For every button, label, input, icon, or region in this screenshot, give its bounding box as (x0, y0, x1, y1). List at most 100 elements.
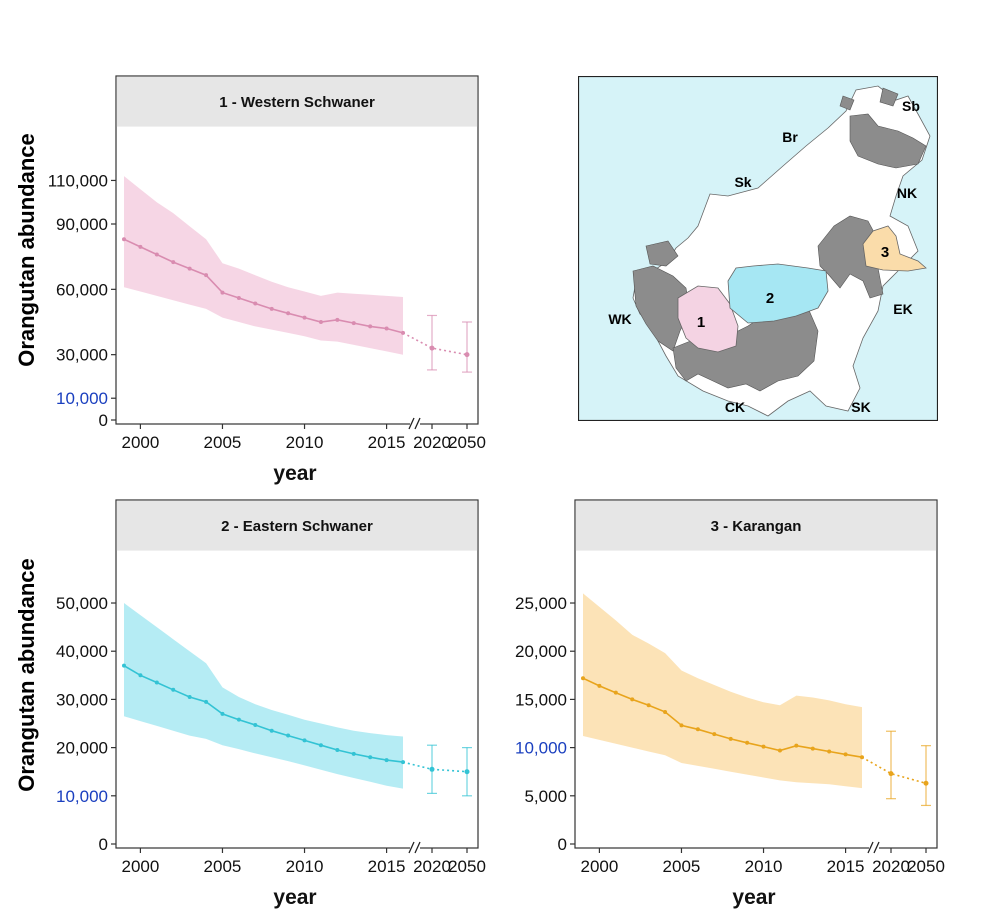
projection-point (923, 780, 929, 786)
data-point (335, 317, 340, 322)
x-tick-label: 2050 (448, 857, 486, 876)
area-label-ek: EK (893, 301, 912, 317)
area-label-wk: WK (608, 311, 631, 327)
y-tick-label: 0 (99, 835, 108, 854)
axis-break-slash (408, 417, 415, 430)
protected-area-small-2 (839, 95, 855, 111)
region-2-eastern-schwaner (727, 263, 829, 324)
x-axis-title: year (732, 886, 775, 909)
data-point (286, 311, 291, 316)
axis-break-slash (408, 841, 415, 854)
data-point (351, 321, 356, 326)
x-axis-title: year (273, 462, 316, 485)
x-tick-label: 2005 (204, 857, 242, 876)
y-tick-label: 0 (558, 835, 567, 854)
data-point (236, 296, 241, 301)
data-point (318, 320, 323, 324)
protected-area-north (849, 113, 927, 169)
y-tick-label: 40,000 (56, 642, 108, 661)
axis-break-marker (408, 841, 421, 854)
area-label-nk: NK (897, 185, 917, 201)
protected-area-central (672, 307, 819, 392)
area-label-sk-south: SK (851, 399, 870, 415)
data-point (302, 738, 307, 743)
data-point (204, 273, 209, 278)
data-point (581, 676, 585, 681)
data-point (253, 722, 258, 727)
data-point (810, 746, 815, 751)
data-point (335, 748, 340, 753)
region-3-karangan (862, 225, 927, 272)
panel-header (575, 500, 937, 551)
projection-point (464, 769, 470, 775)
data-point (351, 751, 356, 756)
x-tick-label: 2000 (121, 433, 159, 452)
panel-header (116, 76, 478, 127)
projection-line (861, 756, 927, 785)
panel-title: 3 - Karangan (711, 518, 802, 535)
confidence-band (583, 593, 862, 789)
area-label-sb: Sb (902, 98, 920, 114)
data-point (269, 306, 274, 311)
series-line (582, 677, 863, 758)
y-tick-label: 25,000 (515, 594, 567, 613)
axis-break-gap (869, 842, 879, 854)
data-point (220, 711, 225, 716)
data-point (384, 758, 389, 763)
y-tick-label: 5,000 (524, 787, 567, 806)
projection-error-bar (427, 314, 437, 371)
x-tick-label: 2005 (663, 857, 701, 876)
data-point (220, 290, 225, 295)
axis-break-slash (414, 417, 421, 430)
panel-title: 2 - Eastern Schwaner (221, 518, 373, 535)
data-point (138, 244, 143, 249)
y-tick-label: 110,000 (48, 171, 108, 190)
data-point (154, 252, 159, 257)
data-point (712, 732, 717, 737)
data-point (138, 673, 143, 678)
area-label-ck: CK (725, 399, 745, 415)
data-point (171, 687, 176, 692)
data-point (269, 728, 274, 733)
y-tick-label: 20,000 (56, 739, 108, 758)
series-line (123, 665, 404, 763)
panel-header (116, 500, 478, 551)
axis-break-slash (867, 841, 874, 854)
data-point (187, 695, 192, 699)
data-point (253, 301, 258, 306)
x-tick-label: 2020 (872, 857, 910, 876)
x-tick-label: 2015 (368, 857, 406, 876)
region-1-western-schwaner (677, 285, 739, 353)
data-point (368, 755, 373, 760)
y-tick-label: 0 (99, 411, 108, 430)
axis-break-gap (410, 418, 420, 430)
data-point (843, 752, 848, 757)
y-tick-label: 30,000 (56, 346, 108, 365)
map-svg: 1 2 3 Sb Br Sk NK EK WK CK SK (578, 76, 938, 421)
x-tick-label: 2000 (580, 857, 618, 876)
x-tick-label: 2005 (204, 433, 242, 452)
x-tick-label: 2020 (413, 433, 451, 452)
y-tick-label: 10,000 (56, 389, 108, 408)
y-tick-label: 15,000 (515, 690, 567, 709)
axis-break-slash (873, 841, 880, 854)
projection-error-bar (462, 747, 472, 797)
data-point (204, 699, 209, 704)
data-point (679, 723, 684, 728)
series-line (123, 238, 404, 334)
data-point (187, 266, 192, 271)
protected-area-east (817, 215, 884, 299)
borneo-map: 1 2 3 Sb Br Sk NK EK WK CK SK (578, 76, 938, 421)
area-label-br: Br (782, 129, 798, 145)
data-point (630, 697, 635, 702)
data-point (171, 260, 176, 265)
data-point (663, 709, 668, 714)
data-point (368, 324, 373, 329)
data-point (302, 315, 307, 320)
data-point (597, 683, 602, 688)
axis-break-slash (414, 841, 421, 854)
projection-line (402, 332, 468, 356)
data-point (384, 326, 389, 331)
y-tick-label: 20,000 (515, 642, 567, 661)
